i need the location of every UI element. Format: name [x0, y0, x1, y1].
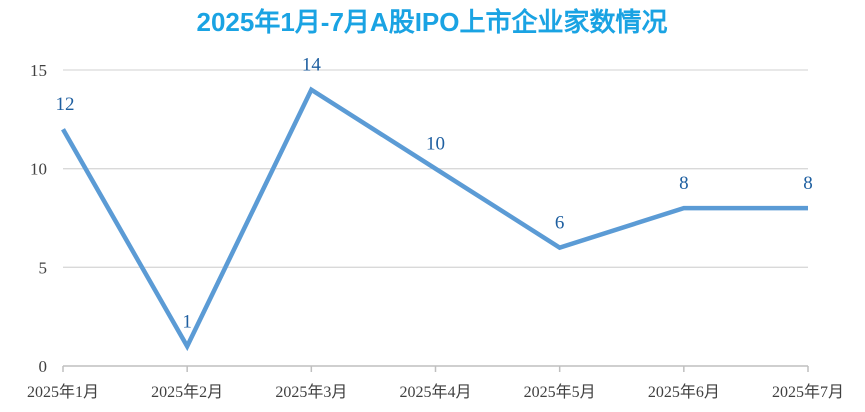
data-label: 14	[302, 55, 322, 76]
data-label: 1	[182, 311, 192, 332]
data-label: 6	[555, 213, 565, 234]
data-label: 8	[679, 173, 689, 194]
y-axis: 0 5 10 15	[30, 61, 47, 376]
x-tick-label: 2025年2月	[151, 383, 223, 401]
chart-title: 2025年1月-7月A股IPO上市企业家数情况	[197, 7, 668, 37]
y-tick-label: 5	[39, 258, 48, 277]
data-label: 12	[56, 94, 75, 115]
x-axis: 2025年1月 2025年2月 2025年3月 2025年4月 2025年5月 2025年…	[27, 365, 844, 401]
x-tick-label: 2025年7月	[772, 383, 844, 401]
data-labels: 12 1 14 10 6 8 8	[56, 55, 813, 333]
series-line-path	[61, 86, 808, 352]
data-label: 8	[803, 173, 813, 194]
y-tick-label: 10	[30, 160, 47, 179]
x-tick-label: 2025年3月	[275, 383, 347, 401]
x-tick-label: 2025年5月	[524, 383, 596, 401]
series-line	[61, 86, 808, 352]
data-label: 10	[426, 134, 445, 155]
y-tick-label: 0	[39, 357, 48, 376]
x-tick-label: 2025年4月	[399, 383, 471, 401]
x-tick-label: 2025年6月	[648, 383, 720, 401]
x-tick-label: 2025年1月	[27, 383, 99, 401]
y-tick-label: 15	[30, 61, 47, 80]
